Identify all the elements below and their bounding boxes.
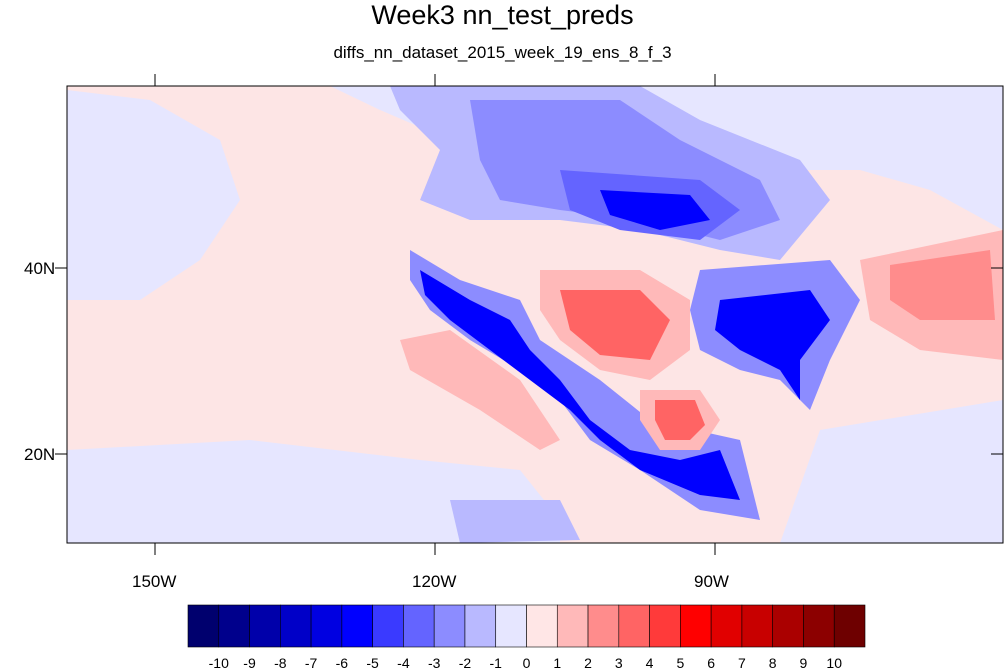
colorbar-swatch <box>710 604 743 648</box>
colorbar-swatch <box>649 604 681 648</box>
colorbar-swatch <box>741 604 773 648</box>
southeast-light-blue <box>780 400 1003 543</box>
colorbar-swatch <box>556 604 589 648</box>
colorbar-swatch <box>187 604 220 648</box>
colorbar-swatch <box>249 604 281 648</box>
colorbar-label: 4 <box>645 655 654 671</box>
colorbar-swatch <box>280 604 312 648</box>
lon-label-120w: 120W <box>412 572 457 591</box>
colorbar-label: 0 <box>522 655 531 671</box>
colorbar-label: 6 <box>707 655 716 671</box>
colorbar-label: -2 <box>458 655 472 671</box>
colorbar-swatch <box>372 604 404 648</box>
atlantic-red-core <box>890 250 995 320</box>
colorbar-label: -7 <box>304 655 318 671</box>
mexico-deep-blue <box>420 270 740 500</box>
colorbar-label: -3 <box>427 655 441 671</box>
colorbar-swatch <box>618 604 650 648</box>
colorbar-label: -4 <box>397 655 410 671</box>
west-pacific-light-blue <box>67 90 240 300</box>
lat-label-20n: 20N <box>24 445 56 464</box>
southeast-us-deep-blue <box>715 290 830 400</box>
colorbar-swatch <box>772 604 804 648</box>
colorbar-swatch <box>218 604 250 648</box>
colorbar-label: -5 <box>366 655 379 671</box>
map-title: Week3 nn_test_preds <box>371 0 634 30</box>
colorbar-swatch <box>833 604 866 648</box>
colorbar-label: -6 <box>335 655 349 671</box>
pacific-red-streak <box>400 330 560 450</box>
colorbar-label: -10 <box>208 655 229 671</box>
lat-label-40n: 40N <box>24 259 56 278</box>
gulf-red-core <box>655 400 705 440</box>
colorbar-label: -9 <box>243 655 256 671</box>
colorbar-label: 7 <box>738 655 746 671</box>
colorbar-swatch <box>526 604 558 648</box>
colorbar-label: 5 <box>676 655 685 671</box>
map-ticks <box>55 74 1003 555</box>
colorbar-label: -1 <box>489 655 502 671</box>
colorbar-label: 10 <box>826 655 842 671</box>
colorbar-swatch <box>803 604 835 648</box>
colorbar-swatch <box>433 604 466 648</box>
lon-label-150w: 150W <box>132 572 177 591</box>
lon-label-90w: 90W <box>694 572 729 591</box>
plains-deep-blue <box>600 190 710 230</box>
colorbar-label: 8 <box>768 655 777 671</box>
colorbar-swatch <box>495 604 527 648</box>
colorbar-swatch <box>680 604 712 648</box>
colorbar-swatch <box>403 604 435 648</box>
colorbar-label: 1 <box>553 655 562 671</box>
colorbar-swatch <box>341 604 373 648</box>
colorbar-swatch <box>310 604 343 648</box>
map-plot <box>55 74 1004 555</box>
texas-red-core <box>560 290 670 360</box>
map-field <box>67 86 1003 543</box>
colorbar-label: -8 <box>274 655 287 671</box>
map-subtitle: diffs_nn_dataset_2015_week_19_ens_8_f_3 <box>333 43 672 62</box>
colorbar-swatch <box>587 604 620 648</box>
pacific-light-blue-band <box>67 440 560 543</box>
map-frame <box>66 85 1004 544</box>
colorbar-label: 9 <box>799 655 808 671</box>
colorbar-label: 2 <box>584 655 592 671</box>
colorbar-label: 3 <box>614 655 623 671</box>
pacific-blue-streak <box>450 500 580 543</box>
colorbar-swatch <box>464 604 497 648</box>
